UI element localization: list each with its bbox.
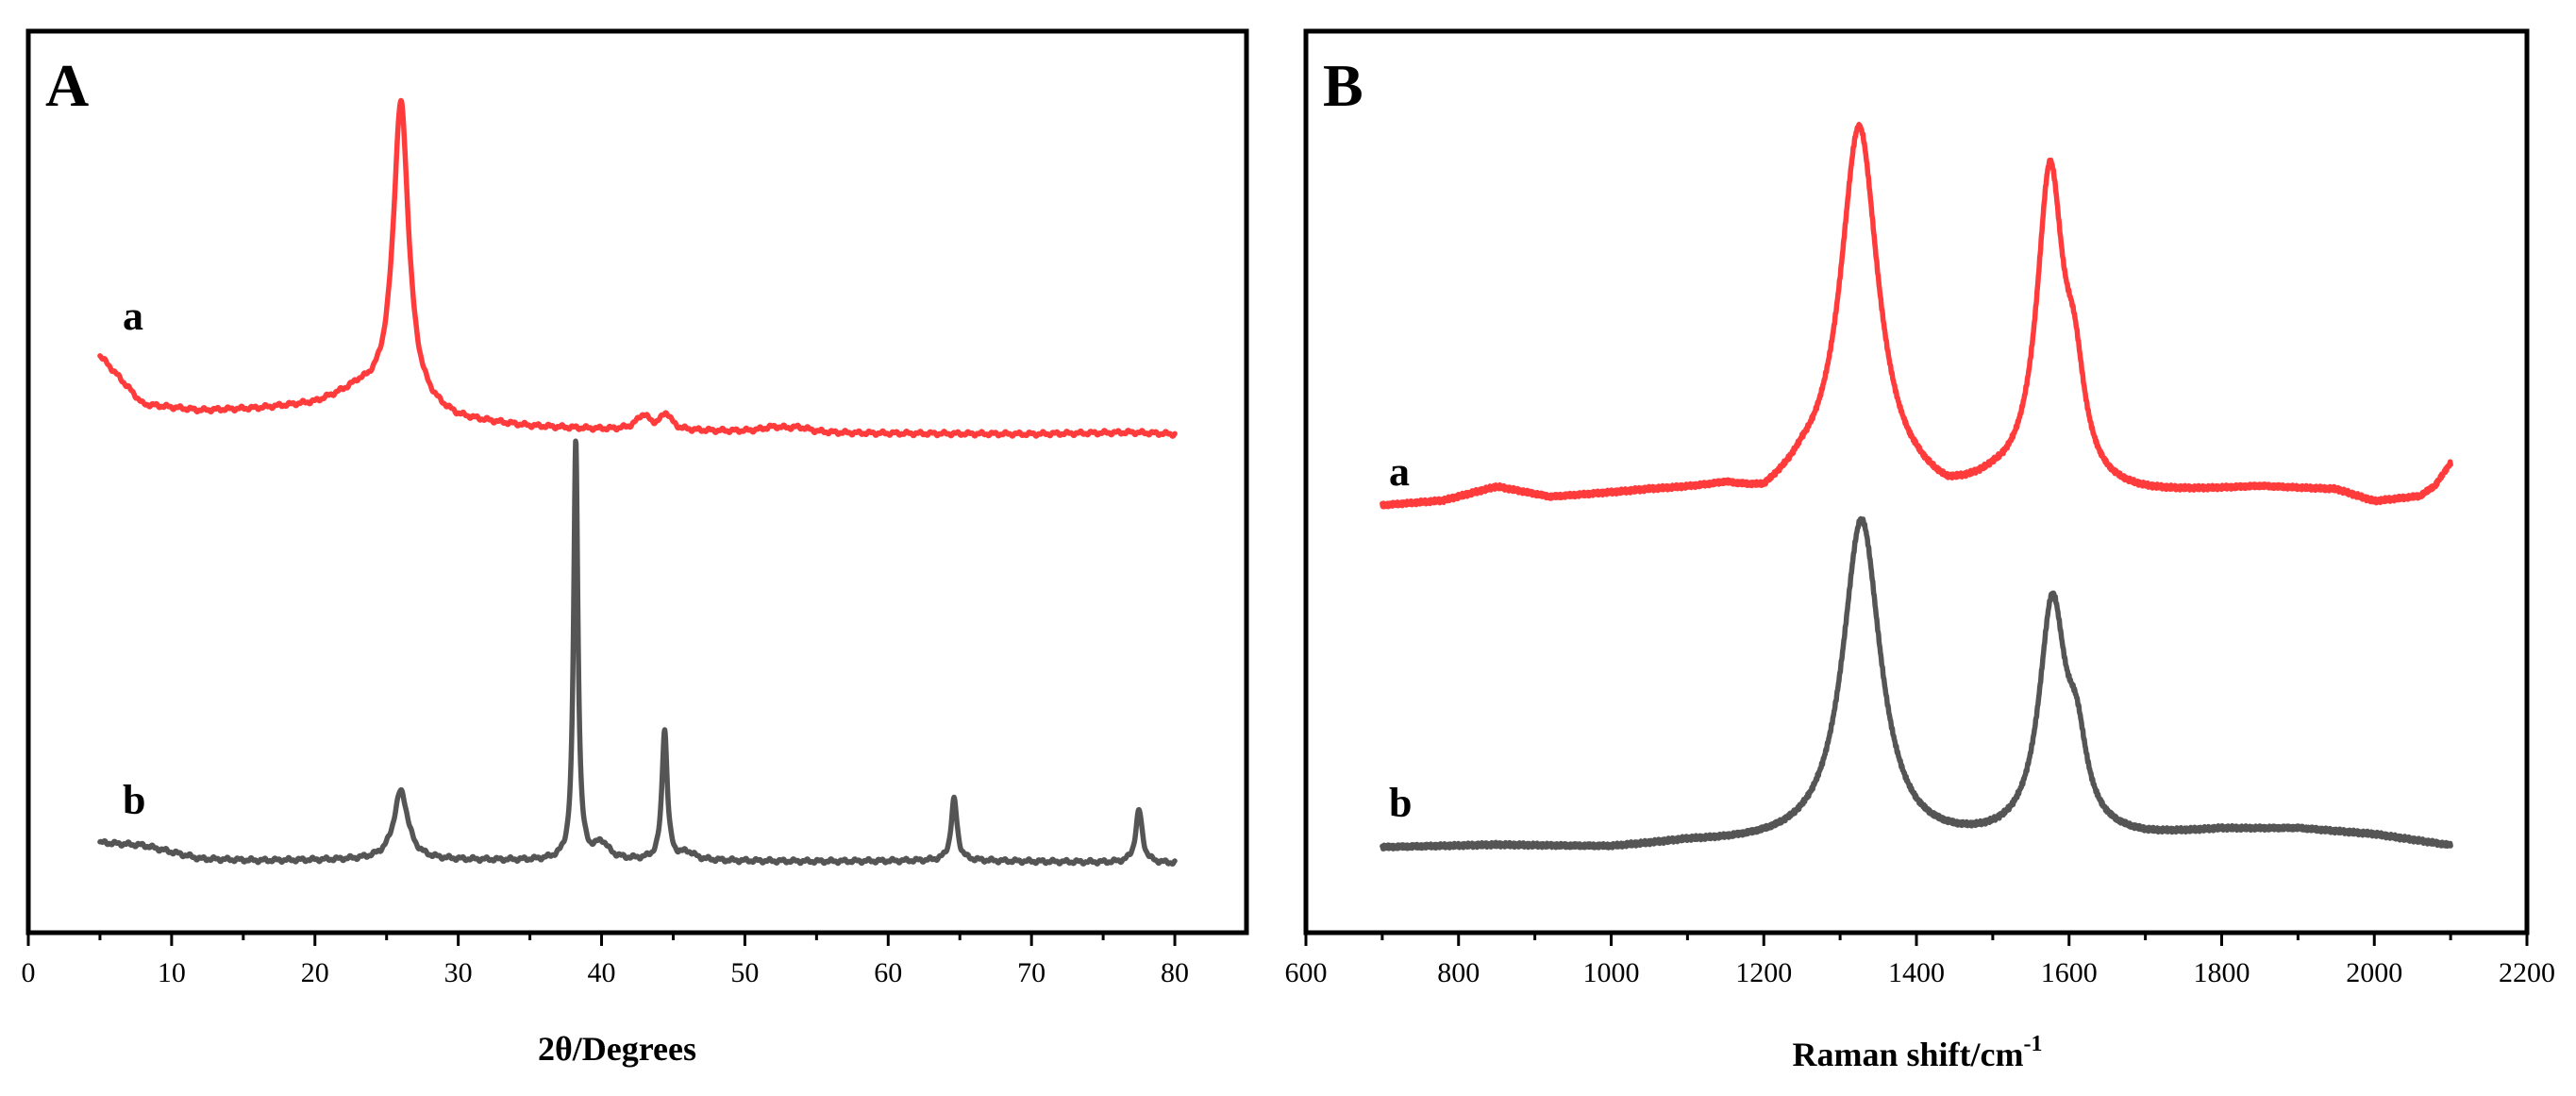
x-tick-label: 1200 (1735, 957, 1792, 988)
x-tick-label: 1800 (2194, 957, 2250, 988)
x-tick-label: 50 (730, 957, 759, 988)
x-tick-label: 800 (1437, 957, 1480, 988)
x-tick-label: 1600 (2041, 957, 2098, 988)
x-axis-ticks-a: 0 10 20 30 40 50 60 70 80 (22, 933, 1189, 988)
series-label-b-b: b (1389, 780, 1412, 826)
series-label-b-a: a (1389, 448, 1410, 495)
panel-label-b: B (1323, 52, 1363, 119)
curves-b (1380, 122, 2453, 852)
plot-frame-a (25, 28, 1249, 936)
series-line-a-b (97, 438, 1178, 867)
x-axis-title-b-superscript: -1 (2024, 1032, 2043, 1056)
series-label-a-a: a (123, 293, 143, 339)
x-tick-label: 20 (301, 957, 329, 988)
series-line-b-b (1380, 515, 2453, 852)
x-tick-label: 80 (1161, 957, 1189, 988)
panel-b: B 600 800 1000 1200 1400 1600 1800 2000 2200 a b… (1285, 28, 2555, 1073)
x-tick-label: 30 (444, 957, 473, 988)
x-axis-title-a: 2θ/Degrees (538, 1030, 696, 1068)
x-tick-label: 70 (1017, 957, 1045, 988)
x-axis-title-b: Raman shift/cm-1 (1793, 1032, 2043, 1073)
x-tick-label: 10 (158, 957, 186, 988)
x-axis-title-b-main: Raman shift/cm (1793, 1036, 2024, 1073)
series-line-b-a (1380, 122, 2453, 510)
x-tick-label: 1000 (1583, 957, 1640, 988)
x-tick-label: 60 (874, 957, 902, 988)
series-line-a-a (97, 97, 1178, 439)
series-label-a-b: b (123, 777, 145, 823)
x-tick-label: 2200 (2499, 957, 2555, 988)
curves-a (97, 97, 1178, 867)
x-tick-label: 40 (588, 957, 616, 988)
x-tick-label: 0 (22, 957, 36, 988)
panel-a: A 0 10 20 30 40 50 60 70 80 a b 2θ/Degrees (22, 28, 1249, 1068)
panel-label-a: A (45, 52, 89, 119)
x-tick-label: 2000 (2346, 957, 2402, 988)
x-tick-label: 1400 (1888, 957, 1945, 988)
x-axis-ticks-b: 600 800 1000 1200 1400 1600 1800 2000 2200 (1285, 933, 2555, 988)
x-tick-label: 600 (1285, 957, 1328, 988)
